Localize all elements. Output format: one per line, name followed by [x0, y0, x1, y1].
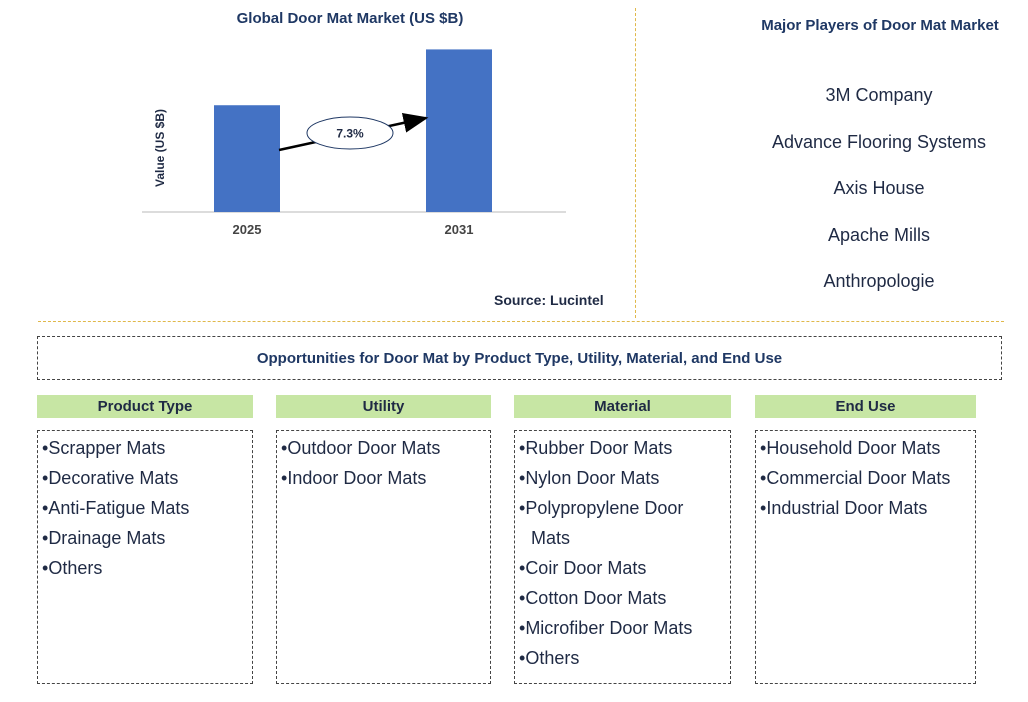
- player-item: Anthropologie: [823, 271, 935, 291]
- list-item: Microfiber Door Mats: [519, 613, 726, 643]
- list-item: Cotton Door Mats: [519, 583, 726, 613]
- source-label: Source: Lucintel: [494, 292, 604, 308]
- list-item: Nylon Door Mats: [519, 463, 726, 493]
- column-product-type: Product Type Scrapper Mats Decorative Ma…: [37, 395, 253, 684]
- column-header: Product Type: [37, 395, 253, 418]
- column-utility: Utility Outdoor Door Mats Indoor Door Ma…: [276, 395, 491, 684]
- column-end-use: End Use Household Door Mats Commercial D…: [755, 395, 976, 684]
- player-item: Apache Mills: [827, 224, 931, 245]
- list-item: Industrial Door Mats: [760, 493, 971, 523]
- bar-chart: Value (US $B) 2025 2031 7.3%: [142, 49, 566, 237]
- list-item: Outdoor Door Mats: [281, 433, 486, 463]
- cagr-ellipse: [306, 116, 394, 150]
- list-item: Indoor Door Mats: [281, 463, 486, 493]
- y-axis-label: Value (US $B): [153, 109, 167, 187]
- column-list-box: Scrapper Mats Decorative Mats Anti-Fatig…: [37, 430, 253, 684]
- x-tick-label: 2025: [233, 222, 262, 237]
- player-item: Axis House: [833, 178, 925, 198]
- list-item: Coir Door Mats: [519, 553, 726, 583]
- list-item: Anti-Fatigue Mats: [42, 493, 248, 523]
- column-list-box: Household Door Mats Commercial Door Mats…: [755, 430, 976, 684]
- column-list-box: Outdoor Door Mats Indoor Door Mats: [276, 430, 491, 684]
- list-item: Decorative Mats: [42, 463, 248, 493]
- horizontal-divider: [38, 321, 1004, 322]
- list-item: Rubber Door Mats: [519, 433, 726, 463]
- players-list: 3M Company Advance Flooring Systems Axis…: [748, 85, 1010, 318]
- list-item: Household Door Mats: [760, 433, 971, 463]
- player-item: 3M Company: [825, 85, 933, 105]
- chart-title: Global Door Mat Market (US $B): [236, 10, 464, 27]
- opportunities-title: Opportunities for Door Mat by Product Ty…: [37, 336, 1002, 380]
- cagr-label: 7.3%: [336, 127, 364, 141]
- column-header: Material: [514, 395, 731, 418]
- list-item: Others: [519, 643, 726, 673]
- list-item: Commercial Door Mats: [760, 463, 971, 493]
- list-item: Polypropylene Door Mats: [519, 493, 726, 553]
- column-header: End Use: [755, 395, 976, 418]
- list-item: Scrapper Mats: [42, 433, 248, 463]
- player-item: Advance Flooring Systems: [771, 131, 987, 152]
- bar-2031: [426, 49, 492, 213]
- list-item: Drainage Mats: [42, 523, 248, 553]
- column-material: Material Rubber Door Mats Nylon Door Mat…: [514, 395, 731, 684]
- list-item: Others: [42, 553, 248, 583]
- column-header: Utility: [276, 395, 491, 418]
- players-title: Major Players of Door Mat Market: [761, 17, 999, 34]
- column-list-box: Rubber Door Mats Nylon Door Mats Polypro…: [514, 430, 731, 684]
- vertical-divider: [635, 8, 636, 318]
- bar-2025: [214, 105, 280, 212]
- x-tick-label: 2031: [445, 222, 474, 237]
